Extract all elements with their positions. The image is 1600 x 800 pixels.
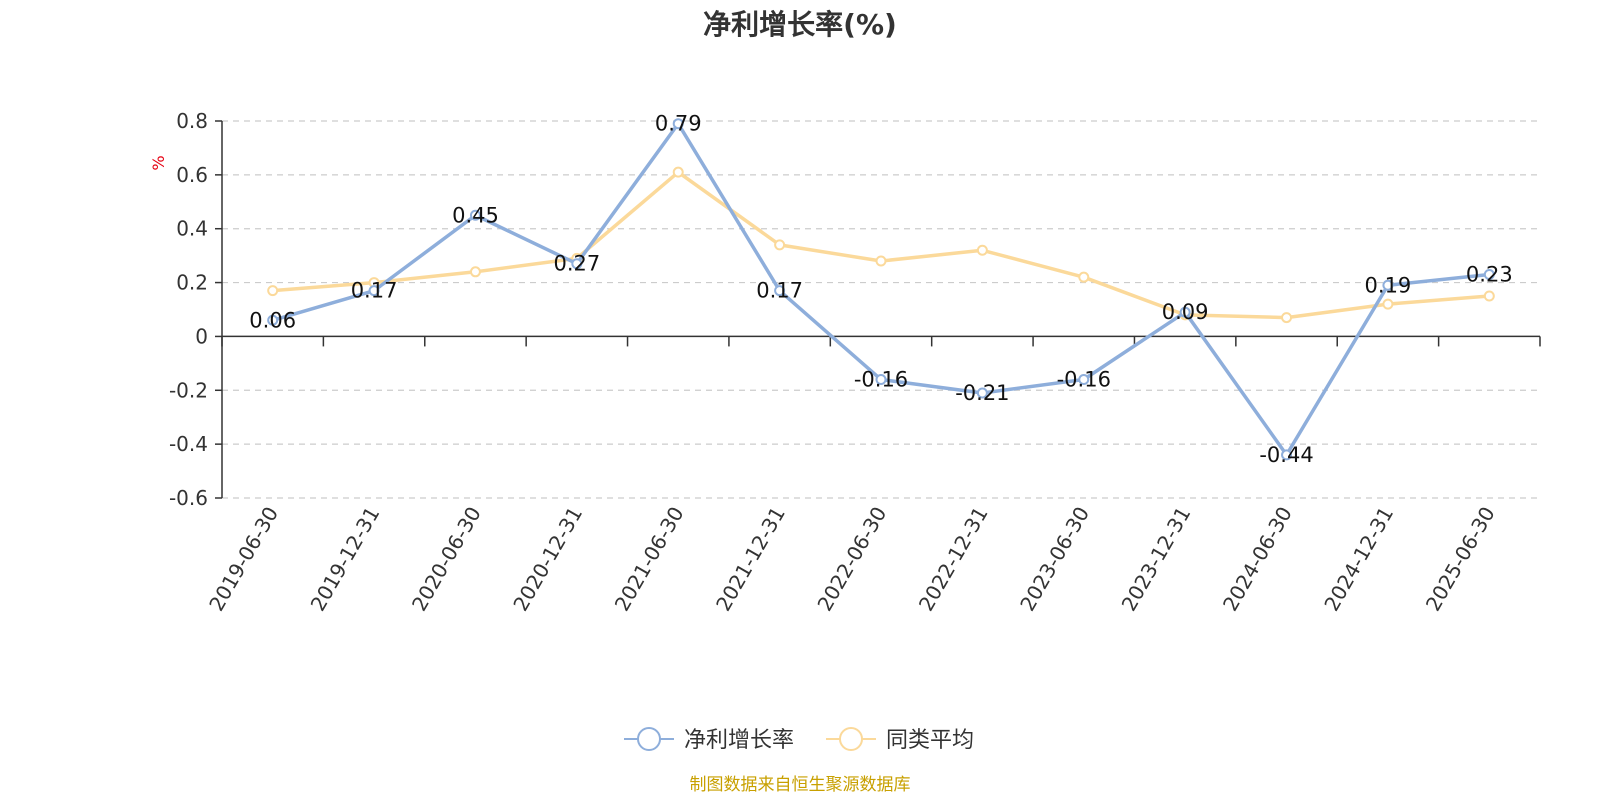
- data-labels: 0.06 0.17 0.45 0.27 0.79 0.17 -0.16 -0.21 -0.16 0…: [249, 112, 1512, 467]
- x-tick-labels: 2019-06-30 2019-12-31 2020-06-30 2020-12-31…: [204, 503, 1500, 616]
- data-label: 0.17: [351, 279, 398, 303]
- x-tick-label: 2020-06-30: [407, 503, 486, 616]
- x-tick-label: 2025-06-30: [1421, 503, 1500, 616]
- data-label: 0.27: [553, 252, 600, 276]
- data-label: 0.17: [756, 279, 803, 303]
- source-note: 制图数据来自恒生聚源数据库: [690, 775, 911, 795]
- data-label: 0.19: [1365, 273, 1412, 297]
- data-point[interactable]: [1483, 268, 1495, 280]
- x-tick-label: 2024-06-30: [1218, 503, 1297, 616]
- y-tick-label: 0.6: [176, 163, 208, 187]
- data-point[interactable]: [1078, 374, 1090, 386]
- data-point[interactable]: [672, 118, 684, 130]
- data-point[interactable]: [976, 244, 988, 256]
- data-label: -0.16: [1057, 368, 1111, 392]
- x-tick-label: 2023-06-30: [1015, 503, 1094, 616]
- data-point[interactable]: [774, 239, 786, 251]
- legend-label[interactable]: 同类平均: [886, 728, 974, 753]
- y-axis-label: %: [149, 155, 168, 170]
- data-point[interactable]: [672, 166, 684, 178]
- legend-label[interactable]: 净利增长率: [684, 728, 794, 753]
- y-tick-labels: 0.8 0.6 0.4 0.2 0 -0.2 -0.4 -0.6: [169, 109, 208, 510]
- data-point[interactable]: [1179, 306, 1191, 318]
- y-tick-label: 0.2: [176, 271, 208, 295]
- data-label: 0.23: [1466, 262, 1513, 286]
- data-point[interactable]: [267, 285, 279, 297]
- data-label: -0.21: [955, 381, 1009, 405]
- x-tick-label: 2019-06-30: [204, 503, 283, 616]
- data-point[interactable]: [976, 387, 988, 399]
- x-tick-label: 2024-12-31: [1319, 503, 1398, 616]
- x-tick-label: 2022-06-30: [812, 503, 891, 616]
- x-tick-label: 2021-12-31: [711, 503, 790, 616]
- series-line-1: [272, 170, 1490, 320]
- x-tick-label: 2022-12-31: [914, 503, 993, 616]
- data-point[interactable]: [875, 374, 887, 386]
- data-point[interactable]: [368, 285, 380, 297]
- x-tick-label: 2020-12-31: [508, 503, 587, 616]
- axes: [215, 120, 1541, 499]
- data-point[interactable]: [469, 209, 481, 221]
- data-label: 0.06: [249, 308, 296, 332]
- data-point[interactable]: [267, 314, 279, 326]
- y-tick-label: -0.6: [169, 486, 208, 510]
- data-point[interactable]: [469, 266, 481, 278]
- y-tick-label: 0.4: [176, 217, 208, 241]
- data-point[interactable]: [1483, 290, 1495, 302]
- x-tick-label: 2023-12-31: [1117, 503, 1196, 616]
- data-label: 0.09: [1162, 300, 1209, 324]
- x-tick-label: 2019-12-31: [306, 503, 385, 616]
- x-tick-label: 2021-06-30: [610, 503, 689, 616]
- series-group: [267, 118, 1495, 461]
- data-point[interactable]: [1281, 312, 1293, 324]
- legend-marker-icon: [839, 727, 863, 751]
- data-point[interactable]: [1281, 449, 1293, 461]
- legend-marker-icon: [637, 727, 661, 751]
- series-line-0: [272, 121, 1490, 457]
- data-point[interactable]: [875, 255, 887, 267]
- data-point[interactable]: [1382, 279, 1394, 291]
- data-point[interactable]: [1078, 271, 1090, 283]
- y-tick-label: 0.8: [176, 109, 208, 133]
- legend[interactable]: 净利增长率 同类平均: [624, 727, 974, 753]
- y-tick-label: 0: [195, 324, 208, 348]
- chart-title: 净利增长率(%): [703, 8, 897, 41]
- data-label: 0.79: [655, 112, 702, 136]
- y-tick-label: -0.2: [169, 378, 208, 402]
- data-label: -0.44: [1259, 443, 1313, 467]
- data-label: 0.45: [452, 203, 499, 227]
- data-point[interactable]: [1382, 298, 1394, 310]
- data-point[interactable]: [774, 285, 786, 297]
- data-point[interactable]: [571, 258, 583, 270]
- data-label: -0.16: [854, 368, 908, 392]
- y-tick-label: -0.4: [169, 432, 208, 456]
